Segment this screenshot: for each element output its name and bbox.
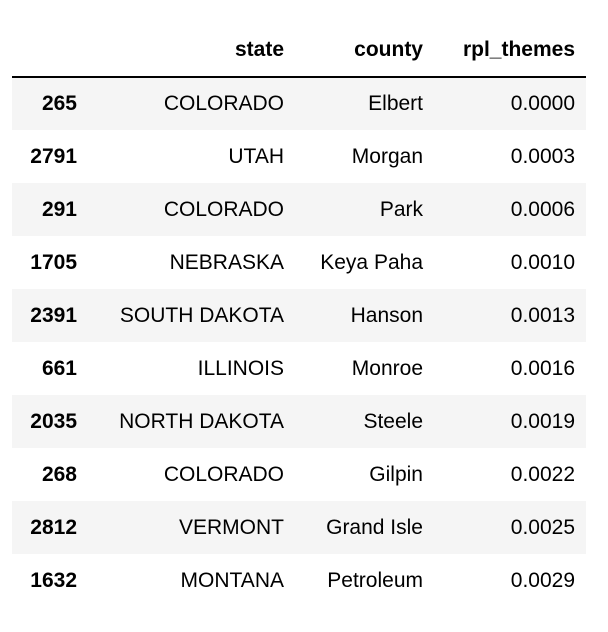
rpl-themes-cell: 0.0000 xyxy=(510,92,575,115)
table-row: 2791 UTAH Morgan 0.0003 xyxy=(12,130,586,183)
state-cell: MONTANA xyxy=(180,568,284,592)
rpl-themes-cell: 0.0006 xyxy=(510,197,575,221)
rpl-themes-cell: 0.0016 xyxy=(510,356,575,380)
rpl-themes-cell: 0.0029 xyxy=(510,568,575,592)
row-index: 2391 xyxy=(30,303,77,327)
row-index: 2791 xyxy=(30,144,77,168)
dataframe-output: state county rpl_themes 265 COLORADO Elb… xyxy=(12,24,586,607)
county-cell: Morgan xyxy=(351,144,423,168)
county-cell: Elbert xyxy=(368,92,423,115)
row-index: 1705 xyxy=(30,250,77,274)
table-row: 2812 VERMONT Grand Isle 0.0025 xyxy=(12,501,586,554)
table-row: 2391 SOUTH DAKOTA Hanson 0.0013 xyxy=(12,289,586,342)
state-cell: SOUTH DAKOTA xyxy=(119,303,284,327)
index-column-header xyxy=(12,24,88,78)
row-index: 2035 xyxy=(30,409,77,433)
state-cell: ILLINOIS xyxy=(197,356,284,380)
state-cell: UTAH xyxy=(228,144,284,168)
rpl-themes-column-header: rpl_themes xyxy=(434,24,586,78)
county-cell: Steele xyxy=(363,409,423,433)
table-body: 265 COLORADO Elbert 0.0000 2791 UTAH Mor… xyxy=(12,77,586,607)
row-index: 265 xyxy=(41,92,77,115)
row-index: 1632 xyxy=(30,568,77,592)
table-row: 265 COLORADO Elbert 0.0000 xyxy=(12,77,586,130)
dataframe-table: state county rpl_themes 265 COLORADO Elb… xyxy=(12,24,586,607)
county-cell: Petroleum xyxy=(327,568,423,592)
table-row: 268 COLORADO Gilpin 0.0022 xyxy=(12,448,586,501)
state-cell: VERMONT xyxy=(179,515,284,539)
state-column-header: state xyxy=(88,24,295,78)
rpl-themes-cell: 0.0019 xyxy=(510,409,575,433)
table-row: 1632 MONTANA Petroleum 0.0029 xyxy=(12,554,586,607)
row-index: 661 xyxy=(41,356,77,380)
state-cell: NEBRASKA xyxy=(169,250,284,274)
county-column-header: county xyxy=(295,24,434,78)
rpl-themes-cell: 0.0013 xyxy=(510,303,575,327)
table-row: 1705 NEBRASKA Keya Paha 0.0010 xyxy=(12,236,586,289)
header-row: state county rpl_themes xyxy=(12,24,586,78)
county-cell: Monroe xyxy=(351,356,423,380)
row-index: 2812 xyxy=(30,515,77,539)
table-row: 2035 NORTH DAKOTA Steele 0.0019 xyxy=(12,395,586,448)
county-cell: Park xyxy=(379,197,423,221)
rpl-themes-cell: 0.0003 xyxy=(510,144,575,168)
county-cell: Grand Isle xyxy=(326,515,423,539)
state-cell: NORTH DAKOTA xyxy=(119,409,284,433)
state-cell: COLORADO xyxy=(163,92,284,115)
county-cell: Keya Paha xyxy=(320,250,423,274)
row-index: 268 xyxy=(41,462,77,486)
rpl-themes-cell: 0.0025 xyxy=(510,515,575,539)
rpl-themes-cell: 0.0010 xyxy=(510,250,575,274)
table-row: 291 COLORADO Park 0.0006 xyxy=(12,183,586,236)
row-index: 291 xyxy=(41,197,77,221)
table-row: 661 ILLINOIS Monroe 0.0016 xyxy=(12,342,586,395)
table-header: state county rpl_themes xyxy=(12,24,586,78)
county-cell: Hanson xyxy=(350,303,423,327)
state-cell: COLORADO xyxy=(163,197,284,221)
rpl-themes-cell: 0.0022 xyxy=(510,462,575,486)
county-cell: Gilpin xyxy=(369,462,423,486)
state-cell: COLORADO xyxy=(163,462,284,486)
